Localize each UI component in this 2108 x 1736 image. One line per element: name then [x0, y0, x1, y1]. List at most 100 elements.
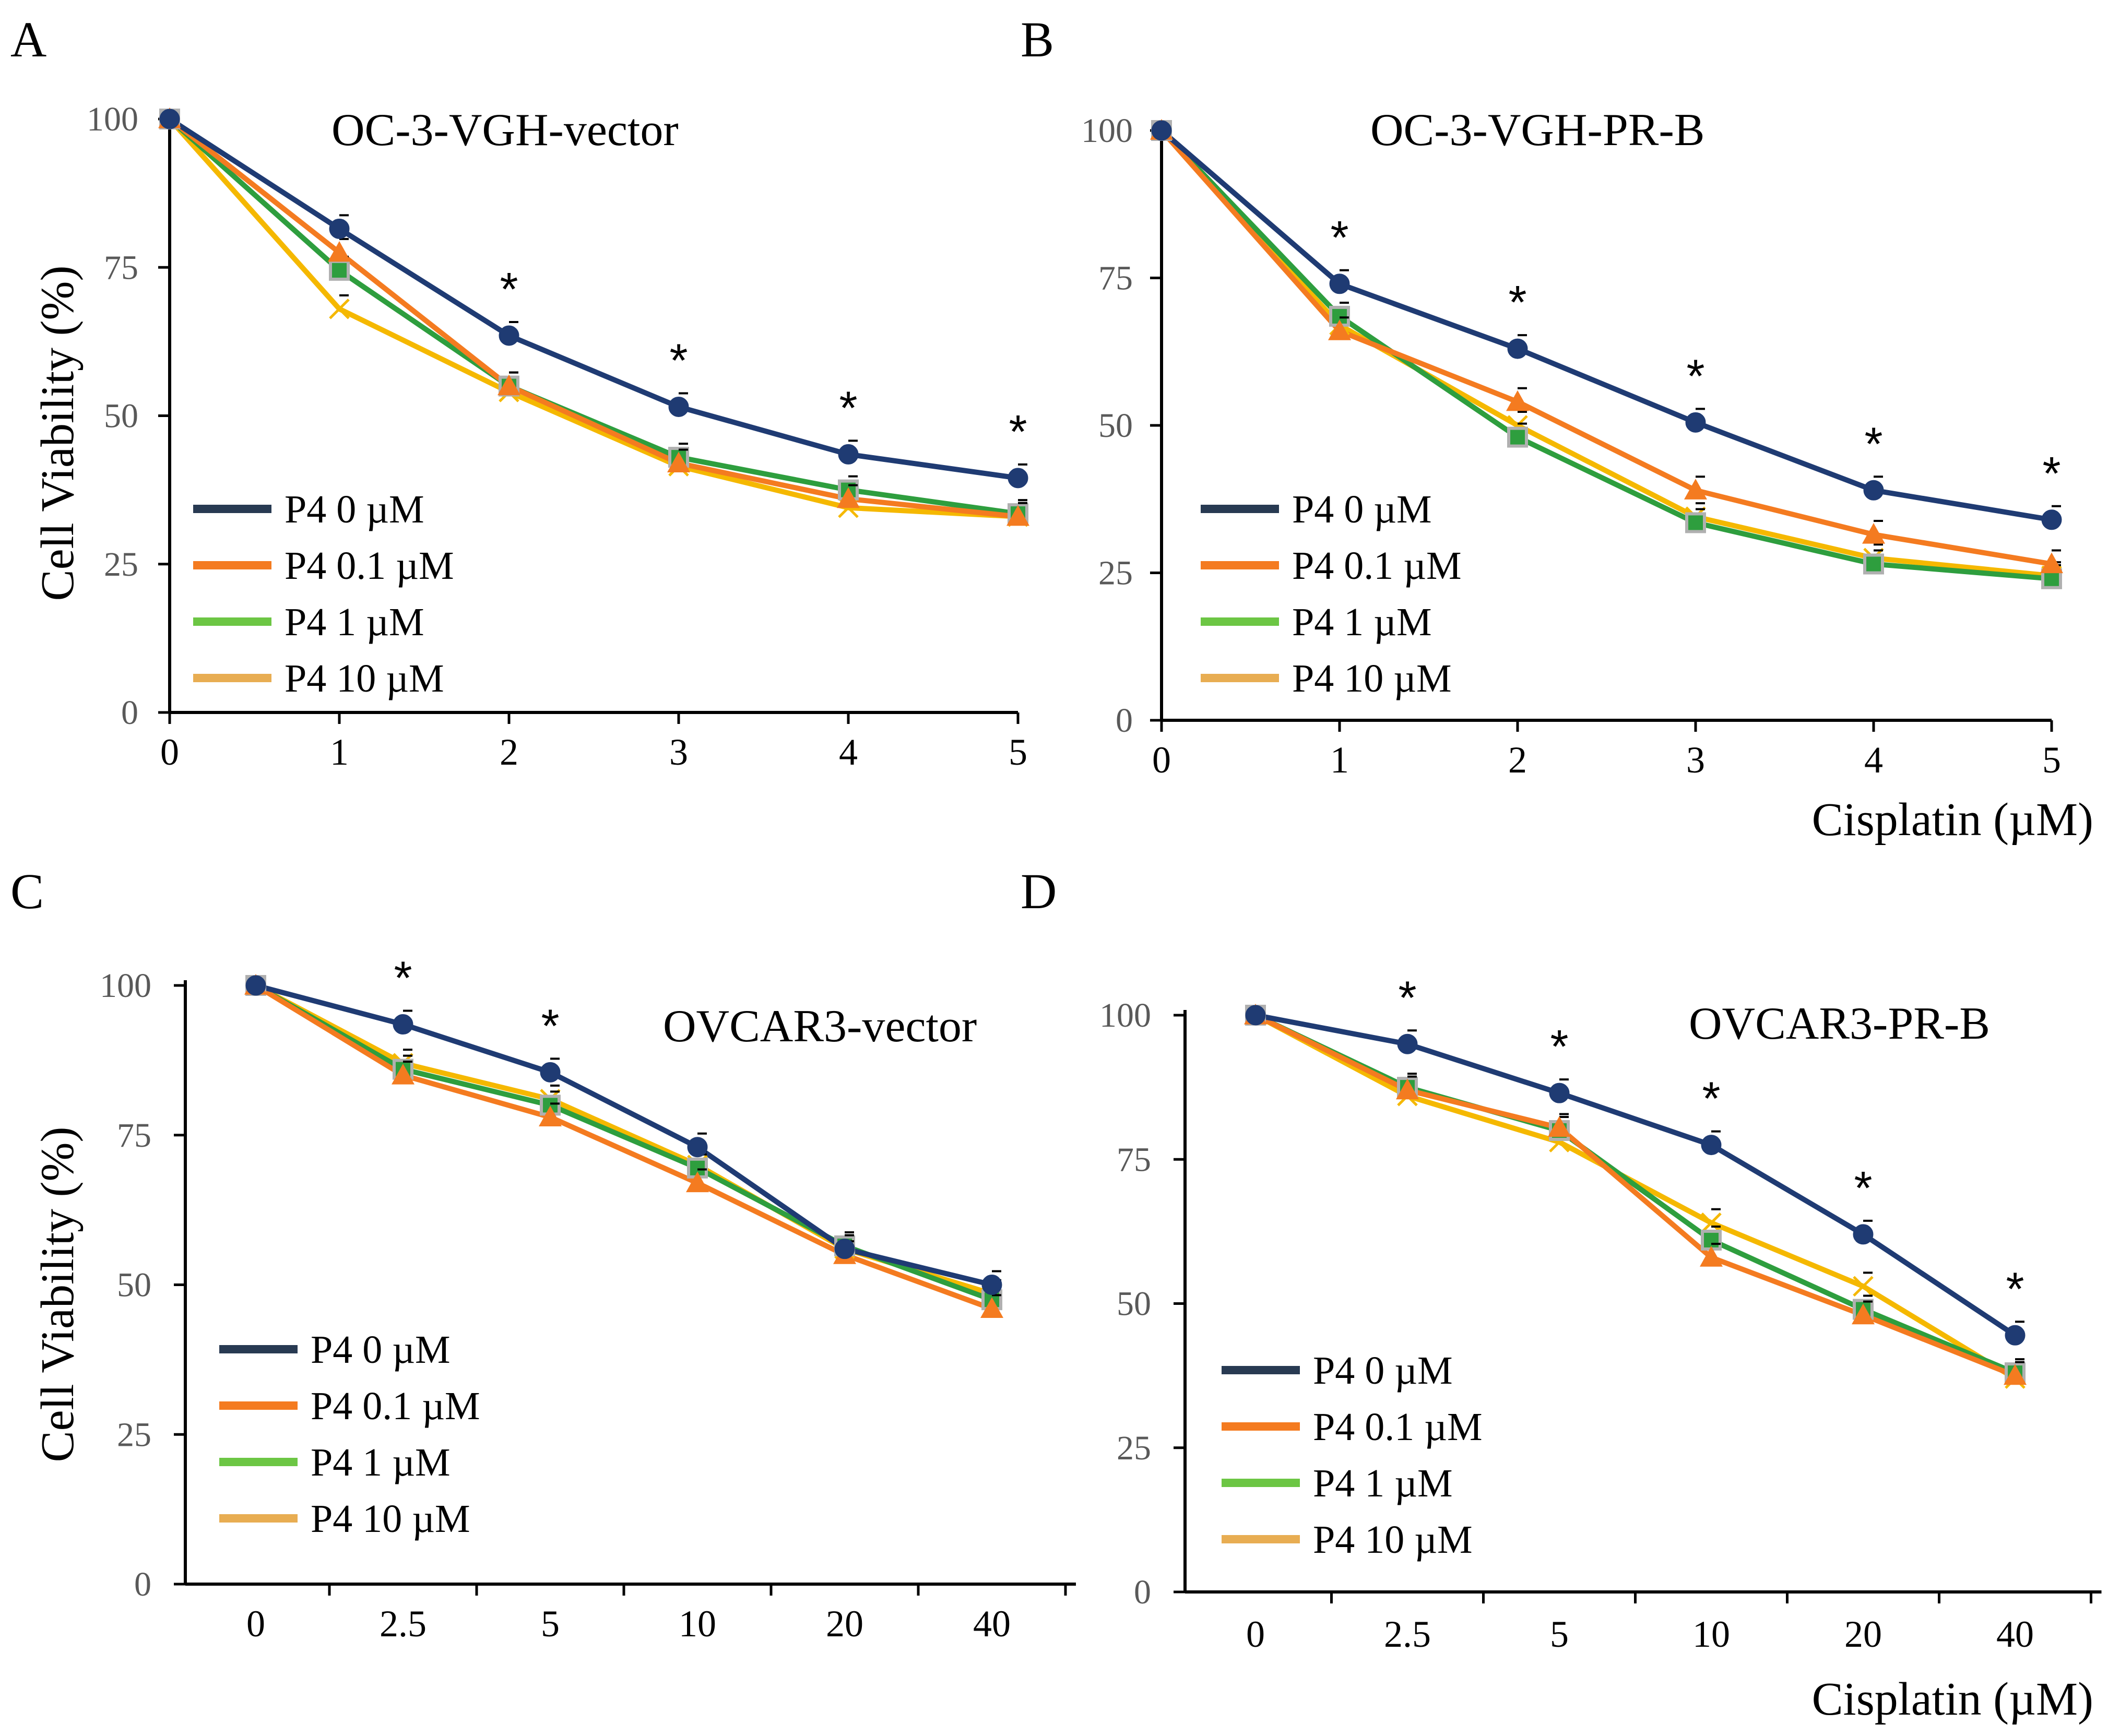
data-point — [1506, 390, 1529, 411]
significance-star: * — [2042, 448, 2060, 500]
panel-title-b: OC-3-VGH-PR-B — [1370, 105, 1704, 156]
data-point — [686, 1171, 709, 1193]
legend-d: P4 0 µM P4 0.1 µM P4 1 µM P4 10 µM — [1222, 1349, 1483, 1562]
x-tick-label: 2.5 — [380, 1603, 427, 1645]
legend-label: P4 0.1 µM — [1313, 1405, 1483, 1449]
series-line — [168, 117, 1019, 519]
significance-star: * — [669, 335, 688, 387]
data-point — [2005, 1325, 2026, 1346]
legend-label: P4 10 µM — [1292, 657, 1452, 700]
legend-label: P4 1 µM — [285, 600, 424, 644]
data-point — [1151, 120, 1172, 141]
legend-label: P4 1 µM — [311, 1441, 451, 1484]
data-point — [1684, 479, 1707, 500]
legend-label: P4 1 µM — [1313, 1461, 1453, 1505]
data-point — [1396, 1078, 1419, 1100]
y-tick-label: 100 — [1099, 996, 1151, 1035]
series-line — [1254, 1013, 2016, 1378]
data-point — [838, 444, 859, 465]
data-point — [1549, 1083, 1570, 1103]
data-point — [329, 218, 350, 239]
y-tick-label: 50 — [117, 1266, 151, 1304]
legend-b: P4 0 µM P4 0.1 µM P4 1 µM P4 10 µM — [1201, 487, 1462, 700]
plot-area-b: 0 25 50 75 100 0 1 2 3 4 5 * * * * * — [1081, 112, 2063, 781]
x-tick-label: 3 — [669, 731, 688, 773]
x-tick-label: 2 — [1508, 739, 1527, 781]
significance-star: * — [394, 953, 412, 1005]
legend-c: P4 0 µM P4 0.1 µM P4 1 µM P4 10 µM — [219, 1328, 480, 1541]
data-point — [667, 451, 690, 473]
significance-star: * — [2006, 1263, 2024, 1315]
data-point — [159, 109, 180, 129]
y-tick-label: 50 — [1117, 1285, 1151, 1323]
data-point — [837, 487, 860, 508]
series-line — [168, 117, 1019, 519]
x-tick-label: 1 — [1330, 739, 1349, 781]
series-line — [1159, 128, 2052, 522]
panel-b: B OC-3-VGH-PR-B Cisplatin (µM) 025507510… — [1021, 11, 2093, 846]
legend-label: P4 10 µM — [285, 657, 444, 700]
panel-c: C OVCAR3-vector Cell Viability (%) 02550… — [10, 863, 1076, 1645]
x-tick-label: 5 — [541, 1603, 560, 1645]
significance-star: * — [1550, 1021, 1568, 1073]
data-point — [1328, 319, 1351, 340]
legend-label: P4 0.1 µM — [1292, 544, 1462, 588]
x-tick-label: 4 — [1864, 739, 1883, 781]
data-point — [540, 1062, 561, 1083]
series-line — [1159, 128, 2052, 579]
y-tick-label: 100 — [100, 967, 151, 1005]
data-point — [980, 1297, 1003, 1318]
x-tick-label: 5 — [2042, 739, 2061, 781]
legend-label: P4 0.1 µM — [311, 1384, 480, 1428]
data-point — [328, 241, 351, 262]
significance-star: * — [1686, 350, 1704, 402]
plot-area-d: 0 25 50 75 100 0 2.5 5 10 20 40 * * * * * — [1099, 972, 2102, 1655]
panel-a: A OC-3-VGH-vector Cell Viability (%) 025… — [10, 11, 1029, 773]
x-tick-label: 5 — [1550, 1613, 1569, 1655]
legend-label: P4 1 µM — [1292, 600, 1432, 644]
data-point — [1245, 1005, 1266, 1026]
x-tick-label: 0 — [1152, 739, 1171, 781]
x-axis-label-d: Cisplatin (µM) — [1812, 1673, 2093, 1725]
y-tick-label: 75 — [1098, 259, 1133, 298]
significance-star: * — [1009, 406, 1027, 458]
panel-title-a: OC-3-VGH-vector — [331, 105, 679, 156]
x-tick-label: 10 — [1692, 1613, 1730, 1655]
y-tick-label: 0 — [134, 1565, 151, 1603]
data-point — [1863, 553, 1884, 575]
series-line — [168, 117, 1019, 517]
y-axis-label-a: Cell Viability (%) — [32, 266, 84, 601]
plot-area-c: 0 25 50 75 100 0 2.5 5 10 20 40 * * — [100, 953, 1076, 1645]
data-point — [1006, 505, 1029, 526]
y-tick-label: 75 — [104, 248, 138, 287]
legend-label: P4 0 µM — [1313, 1349, 1453, 1393]
data-point — [834, 1239, 855, 1259]
data-point — [393, 1014, 413, 1035]
legend-label: P4 10 µM — [1313, 1518, 1473, 1562]
x-axis-label-b: Cisplatin (µM) — [1812, 794, 2093, 846]
series-line — [168, 116, 1019, 481]
data-point — [1853, 1276, 1874, 1297]
legend-label: P4 0 µM — [311, 1328, 451, 1372]
x-tick-label: 2.5 — [1384, 1613, 1431, 1655]
y-tick-label: 0 — [121, 694, 138, 732]
x-tick-label: 20 — [826, 1603, 863, 1645]
data-point — [1329, 274, 1350, 294]
panel-letter-c: C — [10, 863, 44, 919]
series-line — [254, 983, 993, 1312]
data-point — [981, 1275, 1002, 1295]
data-point — [1701, 1212, 1722, 1233]
x-tick-label: 40 — [973, 1603, 1011, 1645]
data-point — [668, 396, 689, 417]
y-tick-label: 25 — [104, 545, 138, 584]
data-point — [1853, 1224, 1874, 1245]
data-point — [1008, 468, 1028, 489]
x-tick-label: 10 — [679, 1603, 716, 1645]
x-tick-label: 1 — [330, 731, 349, 773]
legend-label: P4 0 µM — [285, 487, 424, 531]
data-point — [1701, 1135, 1722, 1156]
data-point — [245, 975, 266, 996]
data-point — [1397, 1033, 1418, 1054]
data-point — [1852, 1303, 1875, 1325]
